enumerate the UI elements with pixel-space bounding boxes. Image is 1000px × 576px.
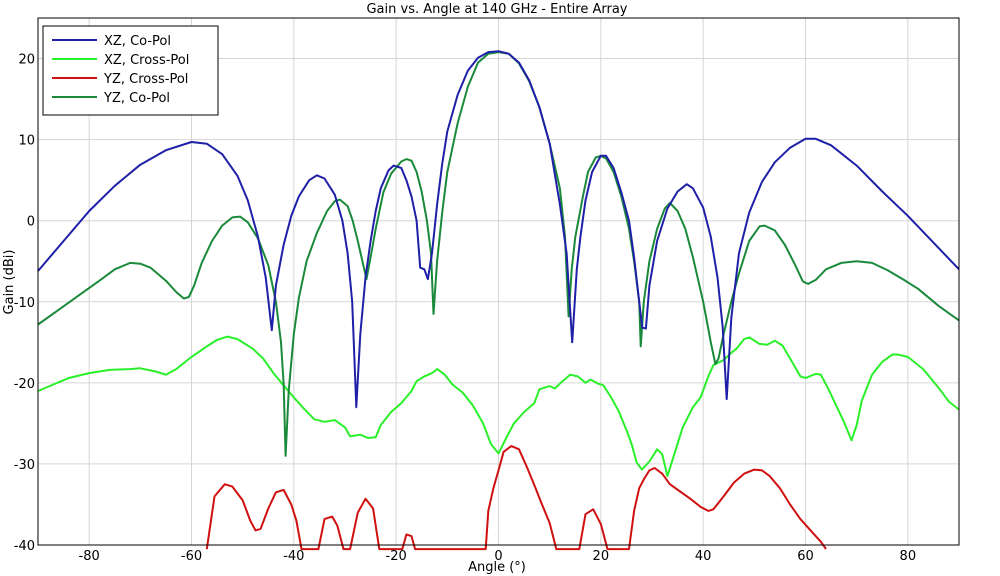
legend-label: YZ, Cross-Pol: [103, 72, 188, 87]
series-line-xz-cross-pol: [37, 335, 960, 478]
x-axis-label: Angle (°): [468, 560, 526, 575]
y-tick-label: 0: [27, 215, 35, 230]
legend-item-yz-co-pol: YZ, Co-Pol: [52, 91, 170, 106]
x-tick-label: 0: [494, 549, 502, 564]
legend-label: XZ, Cross-Pol: [104, 53, 189, 68]
x-tick-label: 20: [593, 549, 610, 564]
series-layer: [37, 50, 960, 551]
x-tick-label: 60: [797, 549, 814, 564]
plot-frame: [37, 17, 960, 546]
x-tick-label: -80: [79, 549, 100, 564]
y-tick-label: -10: [14, 296, 35, 311]
y-tick-label: 20: [18, 53, 35, 68]
x-tick-label: -40: [283, 549, 304, 564]
y-tick-label: -40: [14, 539, 35, 554]
y-tick-label: -20: [14, 377, 35, 392]
x-tick-label: -60: [181, 549, 202, 564]
x-tick-labels: -80 -60 -40 -20 0 20 40 60 80: [79, 549, 917, 564]
x-tick-label: 80: [900, 549, 917, 564]
series-line-xz-co-pol: [37, 50, 960, 409]
y-tick-label: 10: [18, 134, 35, 149]
legend-item-xz-co-pol: XZ, Co-Pol: [52, 34, 171, 49]
chart-title: Gain vs. Angle at 140 GHz - Entire Array: [366, 2, 627, 17]
x-tick-label: 40: [695, 549, 712, 564]
legend-item-yz-cross-pol: YZ, Cross-Pol: [52, 72, 188, 87]
legend: XZ, Co-Pol XZ, Cross-Pol YZ, Cross-Pol Y…: [42, 25, 219, 116]
y-tick-label: -30: [14, 458, 35, 473]
y-tick-labels: -40 -30 -20 -10 0 10 20: [14, 53, 35, 554]
series-line-yz-cross-pol: [205, 445, 827, 551]
x-tick-label: -20: [386, 549, 407, 564]
legend-label: YZ, Co-Pol: [103, 91, 170, 106]
legend-item-xz-cross-pol: XZ, Cross-Pol: [52, 53, 189, 68]
legend-label: XZ, Co-Pol: [104, 34, 171, 49]
y-axis-label: Gain (dBi): [2, 250, 17, 315]
